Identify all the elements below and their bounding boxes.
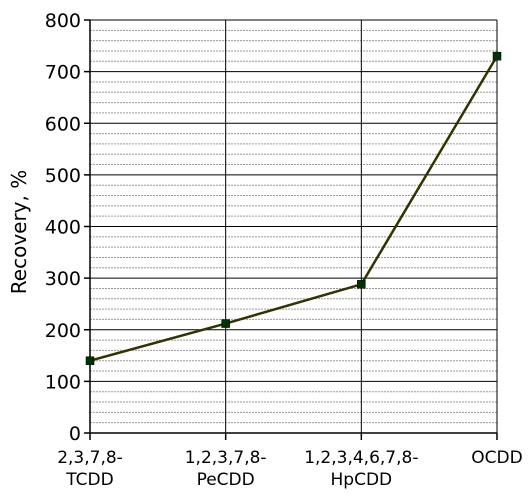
series-line [89,55,499,362]
data-point-marker [492,51,502,61]
data-point-marker [85,356,95,365]
y-tick-label: 100 [45,371,81,393]
y-tick-label: 200 [45,320,81,342]
data-point-marker [357,280,366,289]
y-axis-ticks: 0 100 200 300 400 500 600 700 800 [45,10,90,445]
y-tick-label: 0 [69,423,81,445]
y-tick-label: 400 [45,217,81,239]
data-point-marker [221,319,230,328]
y-tick-label: 500 [45,165,81,187]
vertical-gridlines [225,20,498,433]
y-tick-label: 800 [45,10,81,32]
x-tick-label: 2,3,7,8-TCDD [57,448,123,490]
minor-gridlines [90,29,497,424]
y-tick-label: 600 [45,113,81,135]
major-gridlines [90,19,497,382]
x-tick-label: 1,2,3,7,8-PeCDD [185,448,267,490]
y-axis-title: Recovery, % [7,170,31,294]
x-tick-label: OCDD [471,448,522,468]
x-axis-ticks: 2,3,7,8-TCDD 1,2,3,7,8-PeCDD 1,2,3,4,6,7,8… [57,433,523,490]
y-tick-label: 700 [45,62,81,84]
y-tick-label: 300 [45,268,81,290]
x-tick-label: 1,2,3,4,6,7,8-HpCDD [304,448,418,490]
series-group [85,51,502,365]
